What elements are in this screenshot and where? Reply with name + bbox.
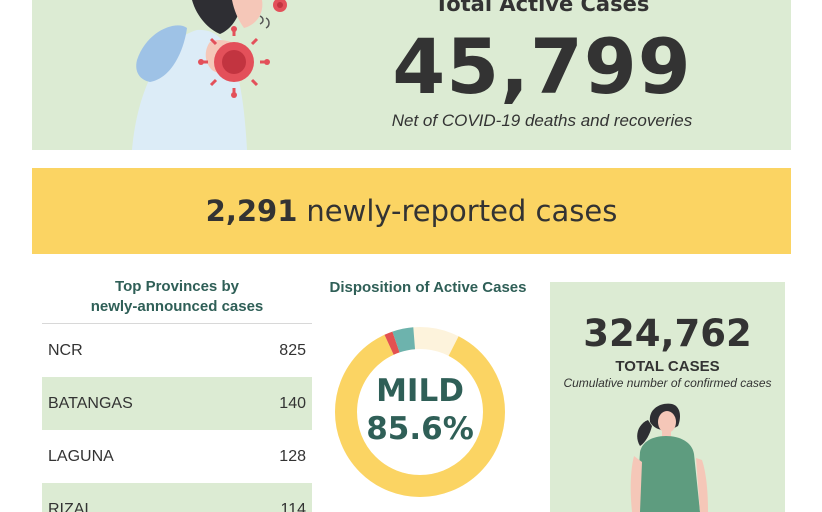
provinces-title-line1: Top Provinces by (115, 278, 239, 295)
provinces-title: Top Provinces by newly-announced cases (42, 277, 312, 317)
donut-center-label: MILD 85.6% (334, 372, 506, 448)
total-cases-subtitle: Cumulative number of confirmed cases (563, 376, 772, 390)
active-cases-title: Total Active Cases (434, 0, 650, 16)
active-cases-subtitle: Net of COVID-19 deaths and recoveries (391, 111, 693, 130)
disposition-donut (335, 327, 505, 497)
virus-icon (198, 26, 270, 98)
active-cases-value: 45,799 (392, 22, 692, 111)
disposition-title: Disposition of Active Cases (329, 279, 527, 296)
disposition-percent: 85.6% (366, 411, 474, 447)
provinces-table: NCR 825 BATANGAS 140 LAGUNA 128 RIZAL 11… (42, 323, 312, 512)
new-cases-label: newly-reported cases (306, 194, 618, 228)
province-name: BATANGAS (48, 394, 133, 412)
coughing-woman-illustration (132, 0, 287, 150)
province-name: LAGUNA (48, 447, 114, 465)
province-name: NCR (48, 341, 83, 359)
total-cases-panel: 324,762 TOTAL CASES Cumulative number of… (550, 282, 785, 512)
total-cases-label: TOTAL CASES (615, 358, 720, 375)
provinces-title-line2: newly-announced cases (90, 298, 264, 315)
province-name: RIZAL (48, 500, 94, 512)
province-value: 825 (279, 341, 306, 359)
disposition-label: MILD (376, 373, 464, 409)
table-row: LAGUNA 128 (42, 430, 312, 483)
table-row: BATANGAS 140 (42, 377, 312, 430)
table-row: NCR 825 (42, 324, 312, 377)
province-value: 140 (279, 394, 306, 412)
total-cases-value: 324,762 (583, 312, 752, 355)
province-value: 114 (280, 500, 306, 512)
donut-mild-segment (335, 327, 505, 497)
table-row: RIZAL 114 (42, 483, 312, 512)
new-cases-band: 2,291 newly-reported cases (32, 168, 791, 254)
active-cases-panel: Total Active Cases 45,799 Net of COVID-1… (32, 0, 791, 150)
new-cases-count: 2,291 (205, 194, 298, 228)
standing-woman-illustration (630, 403, 708, 512)
province-value: 128 (279, 447, 306, 465)
